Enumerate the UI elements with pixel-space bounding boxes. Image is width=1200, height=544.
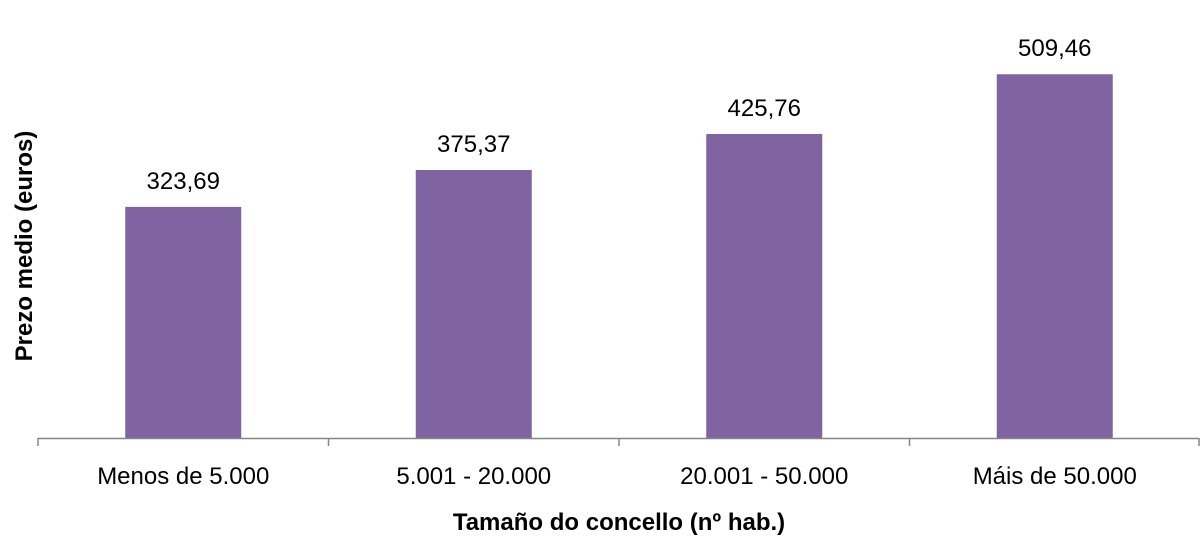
bar — [996, 74, 1113, 439]
bar-value-label: 375,37 — [437, 131, 510, 158]
y-axis-title: Prezo medio (euros) — [11, 131, 38, 362]
bar — [125, 206, 242, 438]
value-labels-group: 323,69 375,37 425,76 509,46 — [147, 35, 1092, 195]
x-ticks-group — [37, 438, 1200, 446]
x-tick-label: Menos de 5.000 — [97, 463, 269, 490]
x-axis: Menos de 5.000 5.001 - 20.000 20.001 - 50.… — [37, 437, 1200, 490]
bar-value-label: 323,69 — [147, 168, 220, 195]
bar — [706, 134, 823, 438]
bar — [415, 169, 532, 438]
x-tick-label: 5.001 - 20.000 — [396, 463, 551, 490]
x-tick-label: Máis de 50.000 — [973, 463, 1137, 490]
x-tick-label: 20.001 - 50.000 — [680, 463, 848, 490]
x-tick-labels-group: Menos de 5.000 5.001 - 20.000 20.001 - 50.… — [97, 463, 1137, 490]
bar-value-label: 425,76 — [728, 95, 801, 122]
x-axis-title: Tamaño do concello (nº hab.) — [453, 509, 785, 536]
bar-value-label: 509,46 — [1018, 35, 1091, 62]
bars-group — [125, 74, 1113, 439]
